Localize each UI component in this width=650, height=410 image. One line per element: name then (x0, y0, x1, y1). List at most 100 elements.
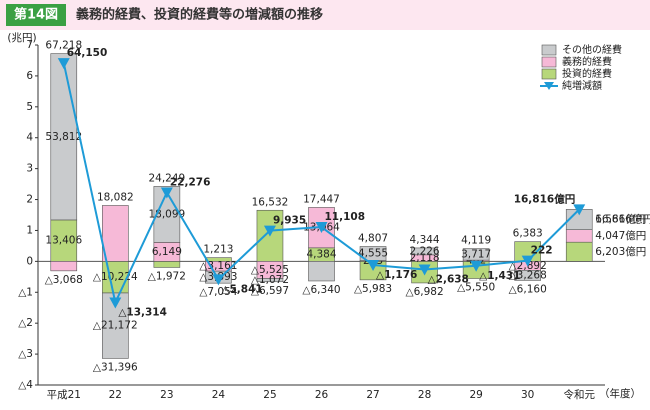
net-marker (57, 58, 70, 70)
x-axis-label: （年度） (599, 387, 641, 400)
x-tick-label: 24 (212, 389, 226, 401)
bar-segment (256, 278, 284, 283)
net-marker (212, 274, 225, 286)
legend-marker (544, 82, 554, 90)
legend-label: 純増減額 (562, 79, 602, 92)
net-label: △13,314 (118, 307, 167, 319)
net-label: △1,431 (479, 270, 520, 282)
bar-segment (565, 229, 593, 243)
net-marker (470, 260, 483, 272)
positive-total: 16,816億円 (595, 212, 650, 225)
net-label: 11,108 (325, 211, 366, 223)
net-label: △5,841 (221, 283, 262, 295)
bar-segment (514, 270, 541, 281)
x-tick-label: 26 (315, 389, 329, 401)
x-tick-label: 平成21 (47, 389, 81, 401)
segment-label: 6,149 (152, 246, 182, 258)
x-tick-label: 27 (366, 389, 379, 401)
segment-label: △21,172 (93, 320, 138, 332)
legend-label: 義務的経費 (562, 55, 612, 68)
bar-segment (102, 205, 129, 262)
y-tick-label: 7 (26, 39, 33, 51)
positive-total: 16,532 (252, 196, 289, 208)
legend-swatch (541, 68, 557, 80)
x-tick-label: 29 (469, 389, 482, 401)
negative-total: △7,054 (199, 286, 237, 298)
net-marker (367, 259, 380, 271)
segment-label: 53,812 (45, 131, 82, 143)
y-tick-label: 4 (26, 132, 33, 144)
positive-total: 18,082 (97, 191, 134, 203)
segment-label: 4,384 (306, 249, 336, 261)
bar-segment (565, 241, 593, 262)
negative-total: △6,982 (406, 286, 444, 298)
net-label: 64,150 (67, 47, 108, 59)
chart-title: 義務的経費、投資的経費等の増減額の推移 (76, 7, 323, 23)
segment-label: △1,072 (251, 274, 289, 286)
positive-total: 4,119 (461, 235, 491, 247)
y-tick-label: 3 (26, 163, 33, 175)
legend-label: その他の経費 (562, 43, 622, 56)
segment-label: △10,224 (93, 271, 138, 283)
bar-segment (50, 53, 78, 221)
legend-swatch (541, 44, 557, 56)
badge: 第14図 (14, 7, 58, 23)
y-tick-label: 1 (26, 224, 33, 236)
negative-total: △5,550 (457, 282, 495, 294)
negative-total: △6,160 (509, 283, 547, 295)
net-label: 22,276 (170, 177, 211, 189)
net-marker (418, 264, 431, 276)
x-tick-label: 30 (521, 389, 534, 401)
bar-segment (411, 247, 438, 256)
net-marker (263, 225, 276, 237)
segment-label: 4,047億円 (595, 229, 646, 242)
y-tick-label: △2 (18, 317, 33, 329)
bar-segment (50, 219, 78, 262)
legend-label: 投資的経費 (562, 67, 612, 80)
net-label: △2,638 (428, 274, 469, 286)
net-label: 9,935 (273, 215, 306, 227)
y-tick-label: △4 (18, 379, 33, 391)
net-label: 16,816億円 (514, 192, 576, 205)
title-band (0, 0, 650, 30)
y-tick-label: 6 (26, 70, 33, 82)
x-tick-label: 22 (109, 389, 122, 401)
positive-total: 4,344 (410, 234, 440, 246)
net-marker (521, 255, 534, 267)
net-marker (109, 297, 122, 309)
segment-label: 6,203億円 (595, 245, 646, 258)
net-marker (315, 222, 328, 234)
net-label: △1,176 (376, 269, 417, 281)
negative-total: △1,972 (148, 270, 186, 282)
positive-total: 6,383 (513, 228, 543, 240)
y-tick-label: △3 (18, 348, 33, 360)
negative-total: △31,396 (93, 361, 138, 373)
legend-swatch (541, 56, 557, 68)
net-label: 222 (531, 245, 553, 257)
x-tick-label: 23 (160, 389, 173, 401)
y-tick-label: 5 (26, 101, 33, 113)
bar-segment (50, 261, 78, 272)
positive-total: 24,249 (148, 172, 185, 184)
net-marker (573, 204, 586, 216)
positive-total: 4,807 (358, 233, 388, 245)
positive-total: 67,218 (45, 40, 82, 52)
negative-total: △5,983 (354, 283, 392, 295)
bar-segment (462, 248, 490, 261)
net-marker (160, 187, 173, 199)
bar-segment (153, 261, 181, 268)
segment-label: △3,268 (509, 269, 547, 281)
y-tick-label: 2 (26, 194, 33, 206)
x-tick-label: 令和元 (563, 388, 595, 401)
segment-label: 2,226 (410, 245, 440, 257)
badge-box (6, 4, 66, 26)
y-tick-label: △1 (18, 286, 33, 298)
segment-label: 13,406 (45, 235, 82, 247)
negative-total: △6,597 (251, 285, 289, 297)
y-tick-label: 0 (26, 255, 33, 267)
segment-label: 6,566億円 (595, 213, 646, 226)
positive-total: 17,447 (303, 193, 340, 205)
y-axis-label: (兆円) (7, 32, 36, 44)
negative-total: △3,068 (45, 274, 83, 286)
